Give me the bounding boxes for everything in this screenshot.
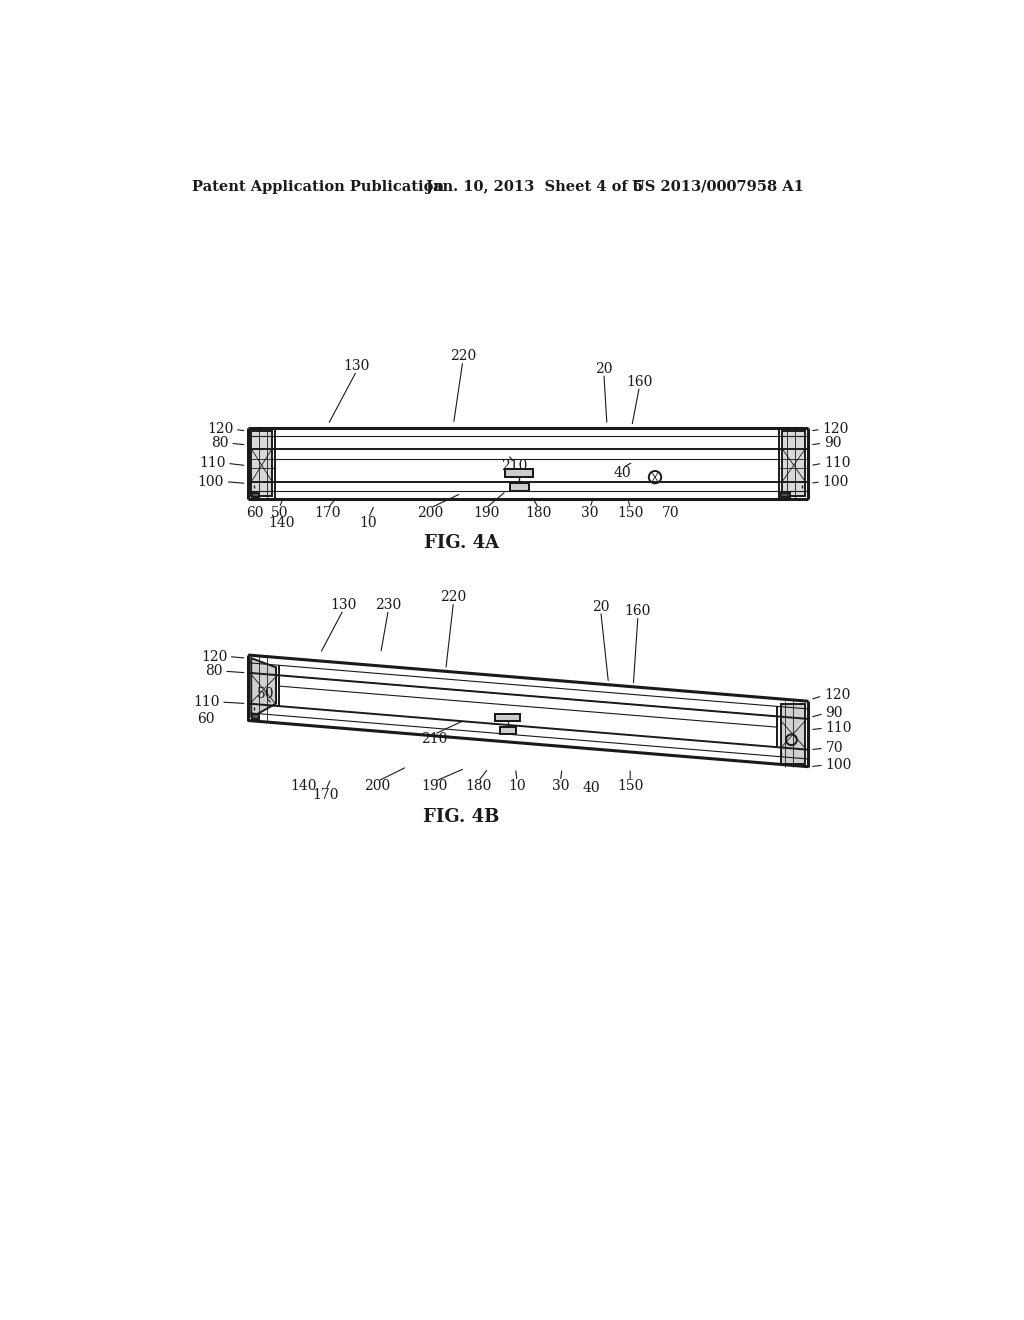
Text: 50: 50 (257, 688, 274, 701)
Text: 90: 90 (824, 437, 842, 450)
Text: 120: 120 (822, 422, 849, 437)
Polygon shape (510, 483, 528, 491)
Text: 140: 140 (268, 516, 295, 531)
Text: 100: 100 (825, 758, 852, 772)
Text: 30: 30 (552, 779, 569, 793)
Text: 210: 210 (501, 459, 527, 474)
Text: 80: 80 (205, 664, 222, 678)
Text: 140: 140 (290, 779, 316, 793)
Text: 20: 20 (592, 599, 609, 614)
Text: 60: 60 (198, 711, 215, 726)
Text: 120: 120 (201, 649, 227, 664)
Polygon shape (252, 714, 259, 719)
Text: US 2013/0007958 A1: US 2013/0007958 A1 (632, 180, 804, 194)
Text: 120: 120 (207, 422, 233, 437)
Text: 220: 220 (450, 350, 476, 363)
Polygon shape (500, 727, 515, 734)
Text: 160: 160 (625, 605, 651, 618)
Text: Patent Application Publication: Patent Application Publication (191, 180, 443, 194)
Text: 90: 90 (825, 706, 843, 719)
Text: 160: 160 (627, 375, 652, 388)
Text: 180: 180 (525, 506, 552, 520)
Text: 170: 170 (314, 506, 341, 520)
Text: 130: 130 (343, 359, 370, 374)
Text: 200: 200 (417, 506, 443, 520)
Text: 150: 150 (617, 506, 643, 520)
Text: 110: 110 (199, 457, 225, 470)
Text: 150: 150 (617, 779, 643, 793)
Text: 40: 40 (613, 466, 631, 479)
Polygon shape (780, 705, 805, 763)
Text: 100: 100 (198, 475, 224, 488)
Text: 70: 70 (662, 506, 679, 520)
Text: FIG. 4B: FIG. 4B (423, 808, 500, 826)
Text: 220: 220 (440, 590, 467, 605)
Text: 70: 70 (825, 742, 843, 755)
Polygon shape (782, 430, 805, 496)
Text: 190: 190 (473, 506, 500, 520)
Polygon shape (251, 430, 272, 496)
Polygon shape (781, 492, 790, 498)
Text: 230: 230 (375, 598, 401, 612)
Text: FIG. 4A: FIG. 4A (424, 535, 499, 552)
Text: 20: 20 (595, 362, 612, 376)
Text: 200: 200 (365, 779, 391, 793)
Text: 30: 30 (582, 506, 599, 520)
Text: 120: 120 (824, 688, 850, 702)
Text: 10: 10 (508, 779, 526, 793)
Polygon shape (251, 659, 276, 718)
Text: 50: 50 (270, 506, 288, 520)
Text: 40: 40 (583, 781, 600, 795)
Polygon shape (496, 714, 520, 721)
Text: 10: 10 (359, 516, 377, 531)
Text: 80: 80 (211, 437, 228, 450)
Polygon shape (506, 470, 534, 478)
Text: 180: 180 (465, 779, 492, 793)
Text: 110: 110 (825, 721, 852, 735)
Text: 190: 190 (422, 779, 449, 793)
Text: 210: 210 (421, 733, 447, 746)
Polygon shape (252, 492, 259, 498)
Text: 170: 170 (312, 788, 339, 803)
Text: 110: 110 (193, 696, 219, 709)
Text: 60: 60 (246, 506, 263, 520)
Text: 110: 110 (824, 457, 851, 470)
Text: 100: 100 (822, 475, 849, 488)
Text: 130: 130 (331, 598, 356, 612)
Text: Jan. 10, 2013  Sheet 4 of 5: Jan. 10, 2013 Sheet 4 of 5 (426, 180, 643, 194)
